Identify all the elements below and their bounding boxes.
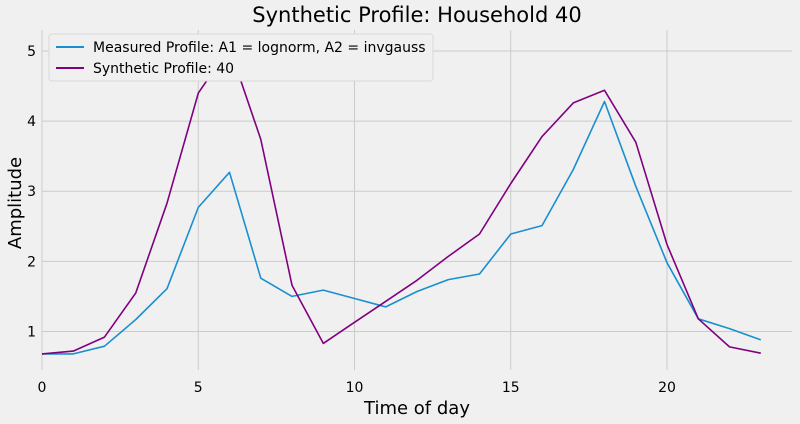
series-line-synthetic — [41, 46, 761, 355]
x-tick-label: 0 — [38, 380, 47, 396]
x-tick-label: 10 — [346, 380, 364, 396]
y-axis-ticks: 1 2 3 4 5 — [27, 44, 36, 340]
y-tick-label: 5 — [27, 44, 36, 60]
x-tick-label: 15 — [502, 380, 520, 396]
y-tick-label: 2 — [27, 254, 36, 270]
legend-box — [48, 33, 434, 82]
x-tick-label: 5 — [194, 380, 203, 396]
legend-label-synthetic: Synthetic Profile: 40 — [93, 61, 234, 77]
x-axis-ticks: 0 5 10 15 20 — [38, 380, 676, 396]
y-tick-label: 4 — [27, 114, 36, 130]
chart-title: Synthetic Profile: Household 40 — [252, 3, 581, 27]
x-axis-label: Time of day — [363, 398, 470, 419]
series-line-measured — [42, 100, 762, 355]
legend: Measured Profile: A1 = lognorm, A2 = inv… — [48, 33, 434, 82]
y-tick-label: 3 — [27, 184, 36, 200]
y-axis-label: Amplitude — [5, 157, 26, 249]
y-tick-label: 1 — [27, 324, 36, 340]
series-lines — [41, 46, 762, 355]
x-tick-label: 20 — [658, 380, 676, 396]
legend-label-measured: Measured Profile: A1 = lognorm, A2 = inv… — [93, 40, 426, 56]
